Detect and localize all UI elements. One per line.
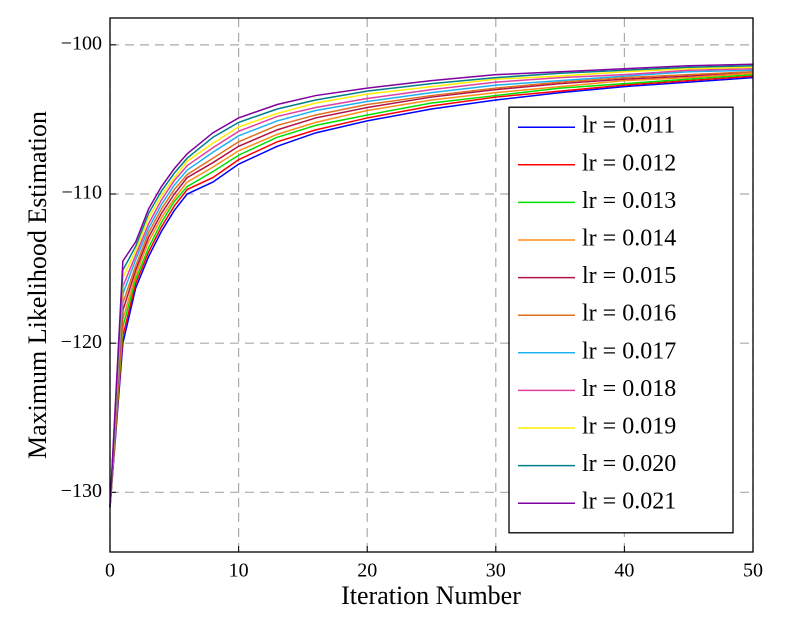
- x-tick-label: 20: [357, 560, 377, 582]
- legend-label: lr = 0.015: [582, 263, 676, 289]
- y-tick-label: −130: [61, 480, 102, 502]
- legend-label: lr = 0.018: [582, 376, 676, 402]
- line-series: [109, 66, 754, 508]
- plot-frame: [109, 17, 754, 553]
- x-axis-label: Iteration Number: [341, 581, 521, 610]
- line-series: [109, 67, 754, 508]
- line-series: [109, 75, 754, 508]
- legend-label: lr = 0.017: [582, 338, 676, 364]
- legend-box: [508, 106, 734, 534]
- line-series: [109, 73, 754, 508]
- x-tick-label: 30: [486, 560, 506, 582]
- legend-label: lr = 0.014: [582, 226, 676, 252]
- legend-label: lr = 0.013: [582, 188, 676, 214]
- legend-label: lr = 0.021: [582, 489, 676, 515]
- line-series: [109, 63, 754, 508]
- legend-label: lr = 0.016: [582, 301, 676, 327]
- y-tick-label: −110: [61, 182, 102, 204]
- y-tick-label: −120: [61, 331, 102, 353]
- x-tick-label: 10: [229, 560, 249, 582]
- line-series: [109, 70, 754, 508]
- x-tick-label: 40: [614, 560, 634, 582]
- legend-label: lr = 0.019: [582, 414, 676, 440]
- line-series: [109, 70, 754, 508]
- legend-label: lr = 0.020: [582, 451, 676, 477]
- y-axis-label: Maximum Likelihood Estimation: [23, 111, 52, 459]
- x-tick-label: 50: [743, 560, 763, 582]
- line-series: [109, 72, 754, 508]
- line-series: [109, 64, 754, 508]
- legend-label: lr = 0.012: [582, 150, 676, 176]
- line-series: [109, 76, 754, 508]
- line-series: [109, 69, 754, 508]
- x-tick-label: 0: [105, 560, 115, 582]
- y-tick-label: −100: [61, 32, 102, 54]
- legend-label: lr = 0.011: [582, 113, 675, 139]
